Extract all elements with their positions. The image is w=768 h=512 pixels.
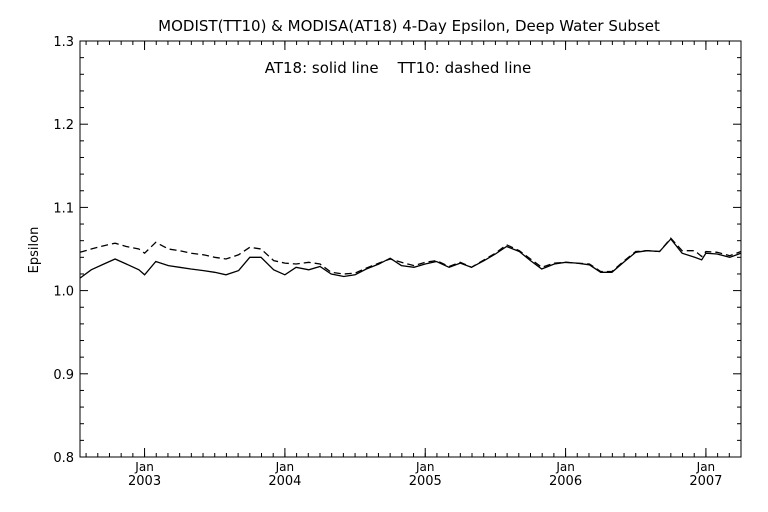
y-axis-label: Epsilon — [27, 227, 42, 274]
series-lines — [79, 237, 742, 279]
x-tick-month-label: Jan — [415, 460, 435, 474]
x-tick-month-label: Jan — [555, 460, 575, 474]
x-tick-year-label: 2007 — [689, 474, 722, 489]
x-tick-year-label: 2003 — [128, 474, 161, 489]
series-line-tt10 — [79, 237, 742, 275]
y-tick-label: 1.1 — [53, 201, 74, 216]
x-tick-month-label: Jan — [275, 460, 295, 474]
y-tick-label: 0.8 — [53, 451, 74, 466]
y-tick-label: 0.9 — [53, 368, 74, 383]
chart-title: MODIST(TT10) & MODISA(AT18) 4-Day Epsilo… — [158, 17, 660, 35]
x-tick-year-label: 2004 — [268, 474, 301, 489]
y-tick-label: 1.0 — [53, 285, 74, 300]
x-tick-month-label: Jan — [696, 460, 716, 474]
x-tick-year-label: 2005 — [409, 474, 442, 489]
x-tick-month-label: Jan — [134, 460, 154, 474]
y-axis-ticks: 0.8 0.9 1.0 1.1 1.2 1.3 — [53, 35, 741, 466]
x-tick-year-label: 2006 — [549, 474, 582, 489]
line-style-annotation: AT18: solid line TT10: dashed line — [265, 59, 532, 77]
series-line-at18 — [79, 237, 742, 279]
y-tick-label: 1.3 — [53, 35, 74, 50]
plot-frame — [79, 40, 742, 458]
y-tick-label: 1.2 — [53, 118, 74, 133]
